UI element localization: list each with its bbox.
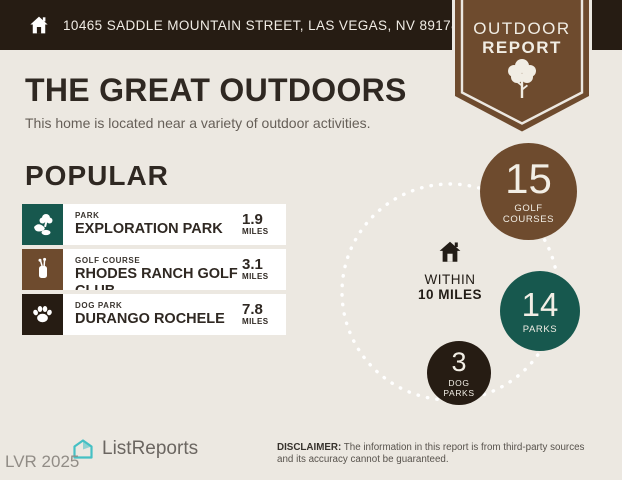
tree-icon [508, 59, 536, 98]
distance-value: 3.1 [242, 256, 263, 273]
stat-bubble-dog-parks: 3 DOG PARKS [427, 341, 491, 405]
place-name: EXPLORATION PARK [75, 221, 223, 237]
stat-label: DOG PARKS [443, 377, 475, 398]
distance-unit: MILES [242, 227, 269, 236]
watermark: LVR 2025 [5, 452, 80, 471]
home-icon [439, 241, 461, 262]
home-icon [30, 16, 48, 34]
popular-list: PARK EXPLORATION PARK 1.9 MILES [22, 204, 286, 339]
stat-bubble-parks: 14 PARKS [500, 271, 580, 351]
place-name: RHODES RANCH GOLF CLUB [75, 266, 238, 290]
disclaimer-text: The information in this report is from t… [277, 442, 585, 465]
badge-line2: REPORT [482, 38, 562, 57]
category-label: GOLF COURSE [75, 256, 141, 265]
property-address: 10465 SADDLE MOUNTAIN STREET, LAS VEGAS,… [63, 17, 459, 33]
listreports-logo-icon [73, 439, 93, 459]
radius-value: 10 MILES [417, 287, 483, 302]
badge-line1: OUTDOOR [473, 19, 571, 38]
page-subtitle: This home is located near a variety of o… [25, 115, 371, 131]
distance-value: 7.8 [242, 301, 263, 318]
distance: 7.8 MILES [242, 294, 286, 335]
stat-label: GOLF COURSES [502, 203, 555, 225]
distance: 1.9 MILES [242, 204, 286, 245]
popular-heading: POPULAR [25, 160, 169, 191]
stat-value: 3 [451, 346, 467, 377]
category-label: DOG PARK [75, 301, 123, 310]
distance-unit: MILES [242, 272, 269, 281]
place-name: DURANGO ROCHELE [75, 311, 225, 327]
distance-unit: MILES [242, 317, 269, 326]
park-icon [22, 204, 63, 245]
golf-bag-icon [22, 249, 63, 290]
stat-bubble-golf-courses: 15 GOLF COURSES [480, 143, 577, 240]
list-item-text: DOG PARK DURANGO ROCHELE [63, 294, 242, 335]
list-item-text: PARK EXPLORATION PARK [63, 204, 242, 245]
distance-value: 1.9 [242, 211, 263, 228]
outdoor-report-badge: OUTDOOR REPORT [452, 0, 592, 136]
list-item-park: PARK EXPLORATION PARK 1.9 MILES [22, 204, 286, 245]
disclaimer: DISCLAIMER: The information in this repo… [277, 442, 599, 465]
list-item-dogpark: DOG PARK DURANGO ROCHELE 7.8 MILES [22, 294, 286, 335]
stat-label: PARKS [522, 323, 558, 335]
stat-value: 15 [505, 155, 552, 202]
brand-name: ListReports [102, 438, 199, 459]
stat-value: 14 [521, 285, 559, 323]
listreports-brand: ListReports [70, 436, 198, 462]
list-item-golf: GOLF COURSE RHODES RANCH GOLF CLUB 3.1 M… [22, 249, 286, 290]
paw-icon [22, 294, 63, 335]
list-item-text: GOLF COURSE RHODES RANCH GOLF CLUB [63, 249, 242, 290]
page-title: THE GREAT OUTDOORS [25, 72, 407, 108]
category-label: PARK [75, 211, 100, 220]
radius-center-label: WITHIN 10 MILES [398, 240, 502, 302]
badge-text: OUTDOOR REPORT [452, 19, 592, 57]
disclaimer-label: DISCLAIMER: [277, 442, 342, 453]
distance: 3.1 MILES [242, 249, 286, 290]
within-label: WITHIN [424, 272, 476, 287]
